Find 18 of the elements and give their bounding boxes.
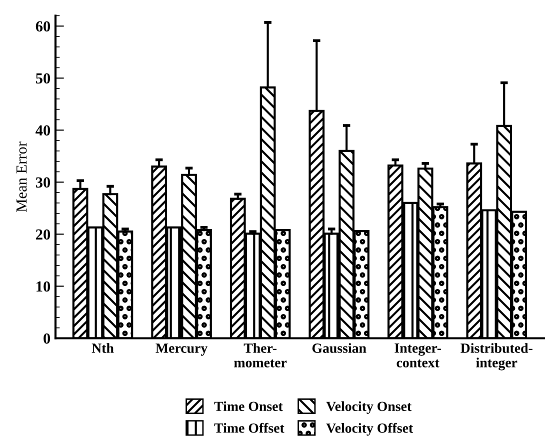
x-tick-label: Ther- mometer <box>234 343 287 368</box>
x-tick-label: Mercury <box>156 344 208 356</box>
x-tick-label: Integer- context <box>394 344 441 368</box>
y-tick-label: 10 <box>36 281 50 292</box>
x-tick-label: Nth <box>92 343 114 353</box>
legend-label: Velocity Offset <box>326 422 414 436</box>
legend-label: Time Onset <box>214 401 283 412</box>
y-tick-label: 30 <box>36 177 50 188</box>
y-tick-label: 60 <box>36 21 50 32</box>
legend-label: Velocity Onset <box>326 401 412 414</box>
y-tick-label: 0 <box>44 333 50 344</box>
y-tick-label: 50 <box>36 73 50 84</box>
x-tick-label: Distributed- integer <box>460 343 532 370</box>
y-tick-label: 20 <box>36 229 50 240</box>
x-tick-label: Gaussian <box>312 343 366 353</box>
y-tick-label: 40 <box>36 125 50 136</box>
legend-label: Time Offset <box>214 422 284 433</box>
y-axis-title: Mean Error <box>16 142 27 212</box>
